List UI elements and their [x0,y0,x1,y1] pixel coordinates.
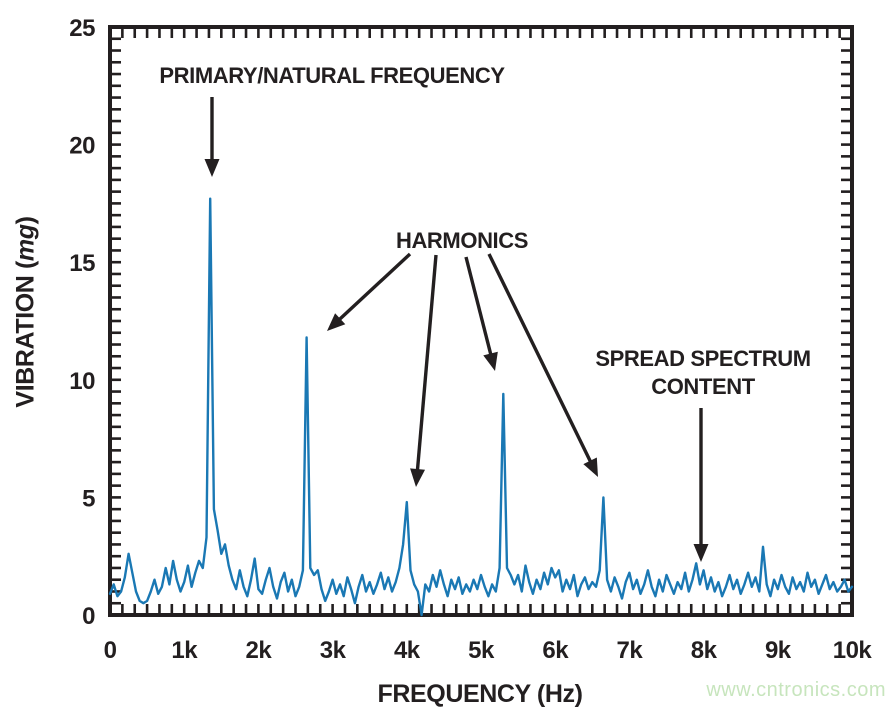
annotation-spread-spectrum: SPREAD SPECTRUM CONTENT [595,345,811,401]
y-axis-title-unit: mg [11,224,40,262]
x-tick-label: 3k [320,637,347,664]
annotation-spread-line1: SPREAD SPECTRUM [595,346,811,371]
y-tick-label: 0 [82,603,95,630]
watermark: www.cntronics.com [706,679,886,701]
y-tick-label: 5 [82,485,95,512]
annotation-arrow-head [410,468,426,487]
annotation-primary-natural-frequency: PRIMARY/NATURAL FREQUENCY [159,63,505,88]
annotation-arrow-shaft [415,254,438,478]
x-tick-label: 2k [246,637,273,664]
annotation-arrow-shaft [487,253,596,469]
y-tick-label: 15 [69,250,95,277]
x-tick-label: 5k [468,637,495,664]
x-axis-title: FREQUENCY (Hz) [377,680,583,708]
x-tick-label: 1k [171,637,198,664]
x-tick-label: 7k [617,637,644,664]
spectrum-trace [108,197,854,617]
annotation-spread-line2: CONTENT [651,374,755,400]
y-tick-label: 10 [69,368,95,395]
annotation-arrow-head [583,457,598,477]
x-tick-label: 6k [542,637,569,664]
annotation-arrow-shaft [333,252,412,326]
annotation-arrow-head [204,159,220,177]
annotation-arrow-shaft [464,256,495,362]
x-tick-label: 10k [833,637,873,664]
y-tick-label: 20 [69,133,95,160]
annotation-harmonics: HARMONICS [395,228,529,253]
x-tick-label: 4k [394,637,421,664]
annotation-arrow-head [693,544,709,562]
plot-border [108,25,854,617]
x-tick-label: 0 [104,637,117,664]
annotation-arrow-head [483,351,498,371]
annotation-arrow-head [327,313,346,331]
y-axis-title-suffix: ) [11,216,40,225]
x-tick-label: 9k [765,637,792,664]
x-tick-label: 8k [691,637,718,664]
y-tick-label: 25 [69,15,95,42]
y-axis-title: VIBRATION (mg) [12,216,41,407]
y-axis-title-prefix: VIBRATION ( [11,261,40,408]
